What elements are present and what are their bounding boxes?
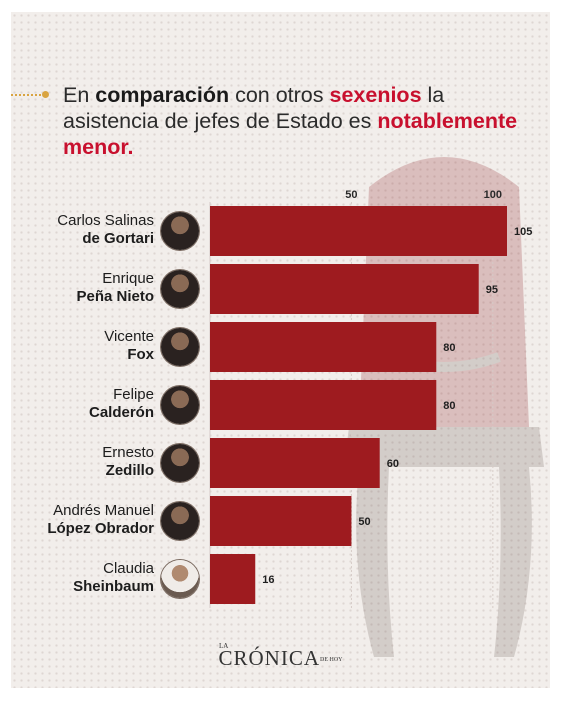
name-last: Calderón xyxy=(88,404,154,421)
data-label: 80 xyxy=(443,342,455,354)
bar xyxy=(210,380,437,430)
category-label: Vicente Fox xyxy=(11,328,154,364)
data-label: 50 xyxy=(358,516,370,528)
bar xyxy=(210,322,437,372)
data-label: 95 xyxy=(486,284,498,296)
chart-title: En comparación con otros sexenios la asi… xyxy=(63,82,533,160)
name-first: Andrés Manuel xyxy=(53,502,154,519)
name-last: Sheinbaum xyxy=(73,578,154,595)
name-first: Enrique xyxy=(102,270,154,287)
title-red-part: notablemente menor. xyxy=(63,109,518,159)
logo-dehoy: DE HOY xyxy=(320,657,343,664)
category-label: Andrés Manuel López Obrador xyxy=(11,502,154,538)
category-label: Carlos Salinas de Gortari xyxy=(11,212,154,248)
name-last: Peña Nieto xyxy=(76,288,154,305)
title-red-part: sexenios xyxy=(329,83,422,107)
category-label: Claudia Sheinbaum xyxy=(11,560,154,596)
portrait-icon xyxy=(161,560,199,598)
name-last: de Gortari xyxy=(82,230,154,247)
name-last: Fox xyxy=(127,346,154,363)
title-bullet-dot xyxy=(42,91,49,98)
portrait-icon xyxy=(161,444,199,482)
name-last: Zedillo xyxy=(105,462,154,479)
data-label: 16 xyxy=(262,574,274,586)
category-label: Felipe Calderón xyxy=(11,386,154,422)
portrait-icon xyxy=(161,270,199,308)
infographic-card: En comparación con otros sexenios la asi… xyxy=(11,12,550,688)
logo-main: CRÓNICA xyxy=(218,646,320,670)
bar xyxy=(210,496,352,546)
x-tick-label: 50 xyxy=(345,189,357,201)
x-tick-label: 100 xyxy=(484,189,502,201)
logo-la: LA xyxy=(219,642,229,650)
name-last: López Obrador xyxy=(47,520,154,537)
title-part: En xyxy=(63,83,96,107)
name-first: Felipe xyxy=(113,386,154,403)
name-first: Vicente xyxy=(104,328,154,345)
name-first: Ernesto xyxy=(102,444,154,461)
data-label: 80 xyxy=(443,400,455,412)
bar xyxy=(210,264,479,314)
title-bold-part: comparación xyxy=(95,83,230,107)
bar xyxy=(210,438,380,488)
data-label: 60 xyxy=(387,458,399,470)
portrait-icon xyxy=(161,328,199,366)
name-first: Claudia xyxy=(103,560,154,577)
bar xyxy=(210,206,507,256)
title-bullet-line xyxy=(11,94,41,98)
cronica-logo: LA CRÓNICADE HOY xyxy=(11,642,550,671)
bar-chart: 50 100 105 95 80 80 60 50 16 xyxy=(209,189,532,608)
name-first: Carlos Salinas xyxy=(57,212,154,229)
portrait-icon xyxy=(161,502,199,540)
category-label: Enrique Peña Nieto xyxy=(11,270,154,306)
title-part: la asistencia de jefes de Estado es xyxy=(63,83,445,133)
title-part: con otros xyxy=(229,83,330,107)
portrait-icon xyxy=(161,212,199,250)
category-label: Ernesto Zedillo xyxy=(11,444,154,480)
bar xyxy=(210,554,256,604)
data-label: 105 xyxy=(514,226,532,238)
portrait-icon xyxy=(161,386,199,424)
